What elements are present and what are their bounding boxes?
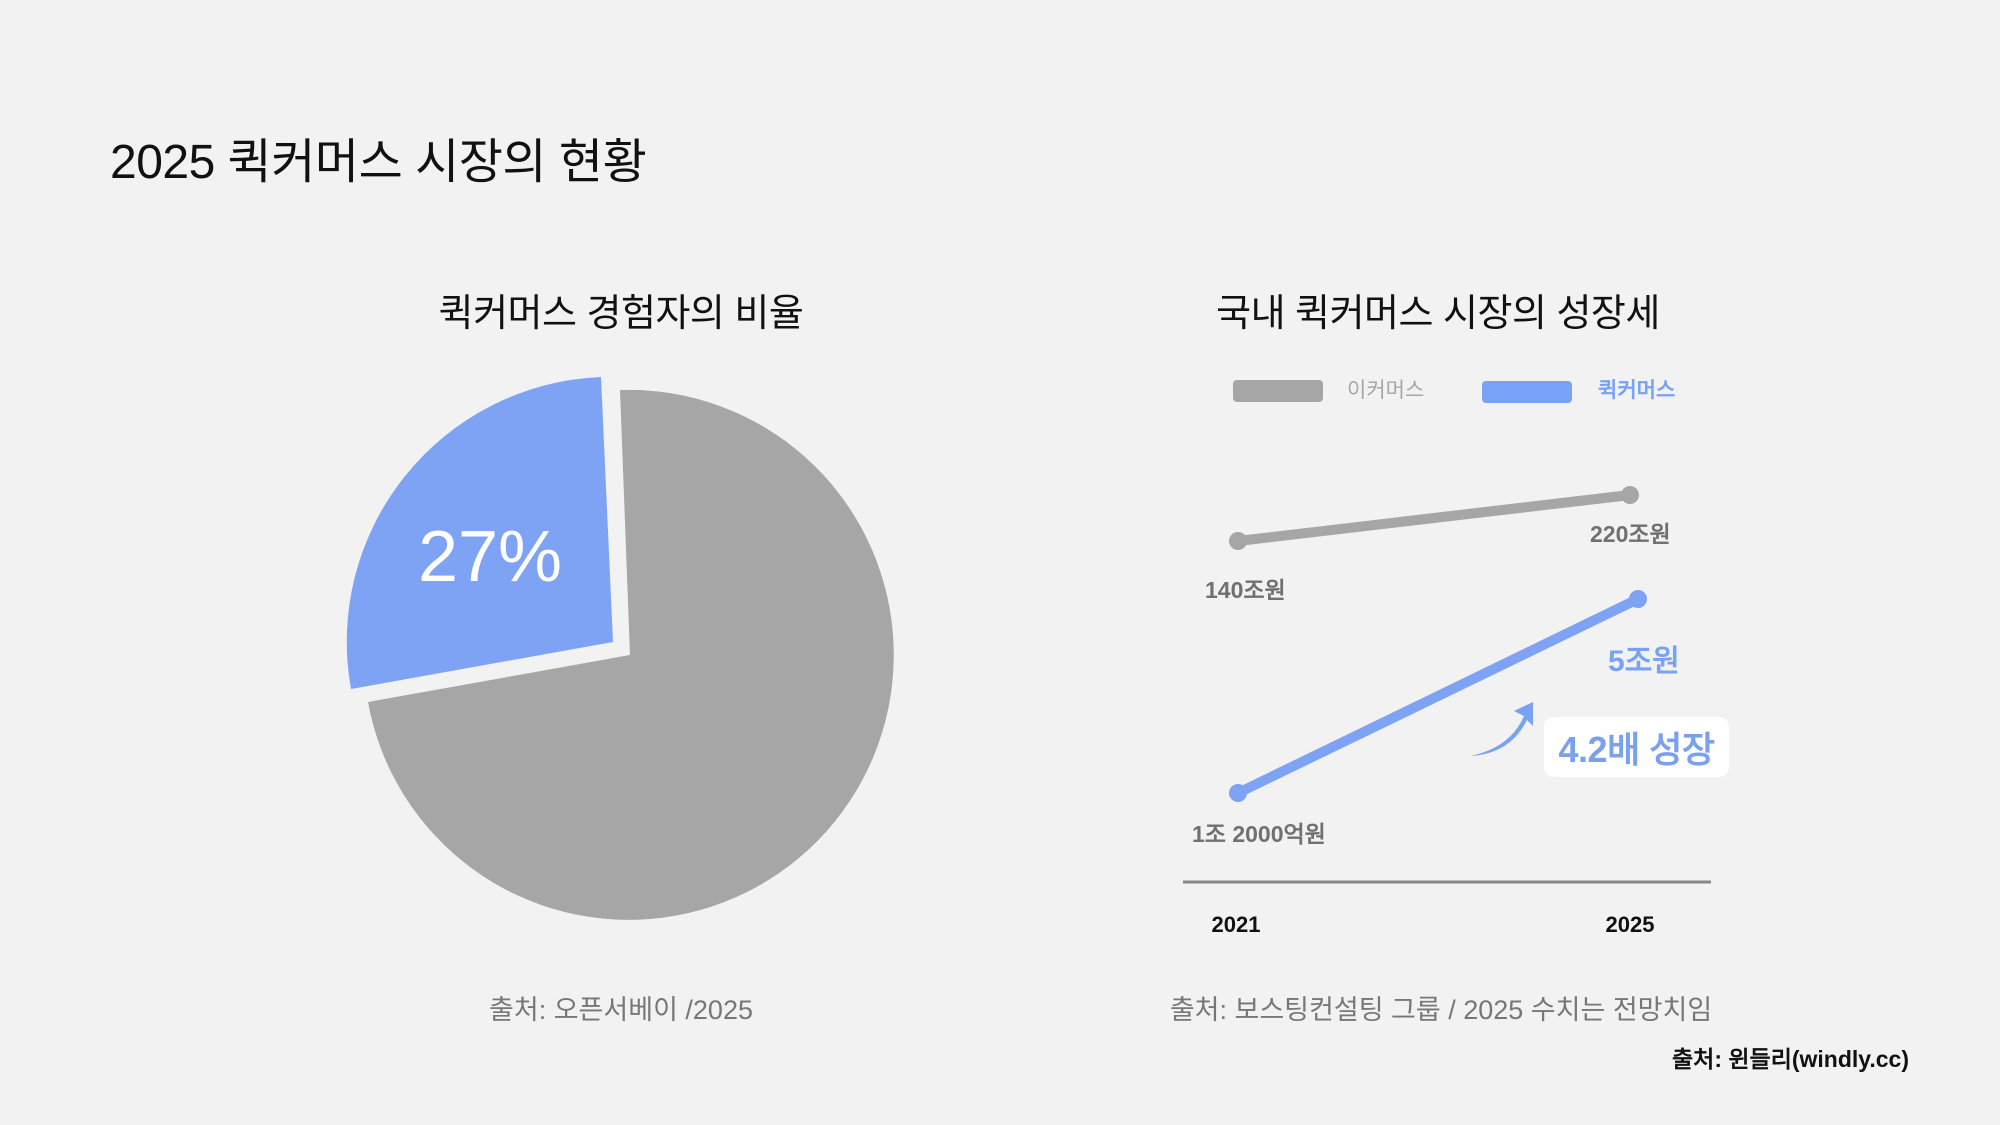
line-source-note: 출처: 보스팅컨설팅 그룹 / 2025 수치는 전망치임 xyxy=(1169,995,1713,1025)
value-label-ecommerce-2021: 140조원 xyxy=(1205,577,1286,603)
growth-badge-text: 4.2배 성장 xyxy=(1558,729,1715,770)
pie-slice-quick-commerce-users xyxy=(346,377,613,689)
pie-source-note: 출처: 오픈서베이 /2025 xyxy=(489,995,753,1025)
quick-commerce-line xyxy=(1233,594,1643,798)
x-axis-label-2025: 2025 xyxy=(1605,912,1655,937)
legend-label-ecommerce: 이커머스 xyxy=(1347,379,1425,402)
legend-label-quick-commerce: 퀵커머스 xyxy=(1598,379,1676,402)
growth-badge: 4.2배 성장 xyxy=(1544,717,1729,777)
ecommerce-point-2021 xyxy=(1229,532,1247,550)
value-label-ecommerce-2025: 220조원 xyxy=(1590,521,1671,547)
credit-note: 출처: 윈들리(windly.cc) xyxy=(1672,1046,1909,1072)
x-axis-label-2021: 2021 xyxy=(1211,912,1261,937)
page-title: 2025 퀵커머스 시장의 현황 xyxy=(110,136,647,189)
legend-swatch-ecommerce xyxy=(1233,380,1323,402)
pie-slice-non-users xyxy=(368,389,894,920)
growth-arrow-icon xyxy=(1470,702,1533,756)
ecommerce-point-2025 xyxy=(1621,486,1639,504)
quick-commerce-point-2025 xyxy=(1629,590,1647,608)
pie-percentage-label: 27% xyxy=(417,517,563,597)
value-label-quick-commerce-2025: 5조원 xyxy=(1608,645,1680,678)
quick-commerce-point-2021 xyxy=(1229,784,1247,802)
value-label-quick-commerce-2021: 1조 2000억원 xyxy=(1192,821,1326,847)
line-chart-title: 국내 퀵커머스 시장의 성장세 xyxy=(1216,293,1660,335)
pie-chart-title: 퀵커머스 경험자의 비율 xyxy=(438,293,804,335)
ecommerce-line xyxy=(1233,490,1635,546)
legend-swatch-quick-commerce xyxy=(1482,381,1572,403)
